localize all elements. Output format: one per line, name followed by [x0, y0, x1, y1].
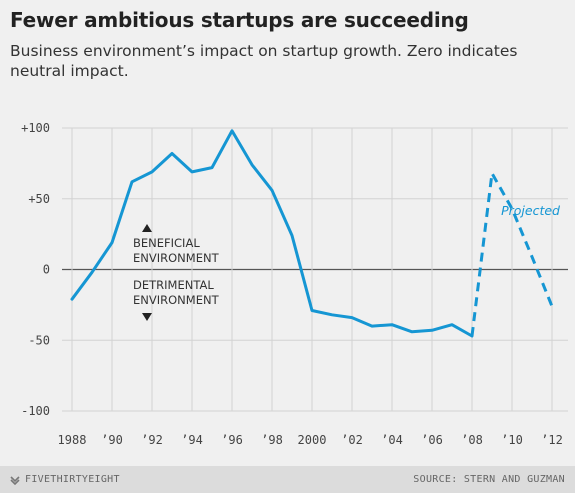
x-tick-label: ’02	[341, 433, 363, 447]
triangle-up-icon	[142, 224, 152, 232]
footer-bar: FIVETHIRTYEIGHT SOURCE: STERN AND GUZMAN	[0, 466, 575, 493]
x-tick-label: 1988	[58, 433, 87, 447]
x-tick-label: ’94	[181, 433, 203, 447]
y-tick-label: 0	[43, 263, 50, 277]
x-tick-label: ’04	[381, 433, 403, 447]
detrimental-annotation: ENVIRONMENT	[133, 293, 220, 307]
y-tick-label: -50	[28, 333, 50, 347]
line-chart: -100 -50 0 +50 +100 1988 ’90 ’92 ’94 ’96 ’98 2000 ’0…	[21, 121, 568, 447]
source-label: SOURCE: STERN AND GUZMAN	[413, 474, 565, 485]
chart-subtitle: Business environment’s impact on startup…	[10, 42, 518, 80]
chart-title: Fewer ambitious startups are succeeding	[10, 8, 469, 32]
brand-label: FIVETHIRTYEIGHT	[25, 474, 120, 485]
fivethirtyeight-logo-icon	[10, 475, 20, 485]
projected-series-label: Projected	[501, 203, 560, 218]
projected-series-line	[470, 171, 554, 337]
x-tick-label: ’92	[141, 433, 163, 447]
x-tick-label: ’98	[261, 433, 283, 447]
beneficial-annotation: ENVIRONMENT	[133, 251, 220, 265]
y-tick-label: -100	[21, 404, 50, 418]
actual-series-line	[70, 129, 474, 338]
x-tick-label: ’12	[541, 433, 563, 447]
x-tick-label: 2000	[298, 433, 327, 447]
x-tick-label: ’90	[101, 433, 123, 447]
x-tick-label: ’08	[461, 433, 483, 447]
x-tick-label: ’10	[501, 433, 523, 447]
x-tick-label: ’96	[221, 433, 243, 447]
x-tick-label: ’06	[421, 433, 443, 447]
y-tick-label: +50	[28, 192, 50, 206]
brand: FIVETHIRTYEIGHT	[10, 474, 120, 485]
beneficial-annotation: BENEFICIAL	[133, 236, 200, 250]
y-tick-label: +100	[21, 121, 50, 135]
triangle-down-icon	[142, 313, 152, 321]
detrimental-annotation: DETRIMENTAL	[133, 278, 214, 292]
